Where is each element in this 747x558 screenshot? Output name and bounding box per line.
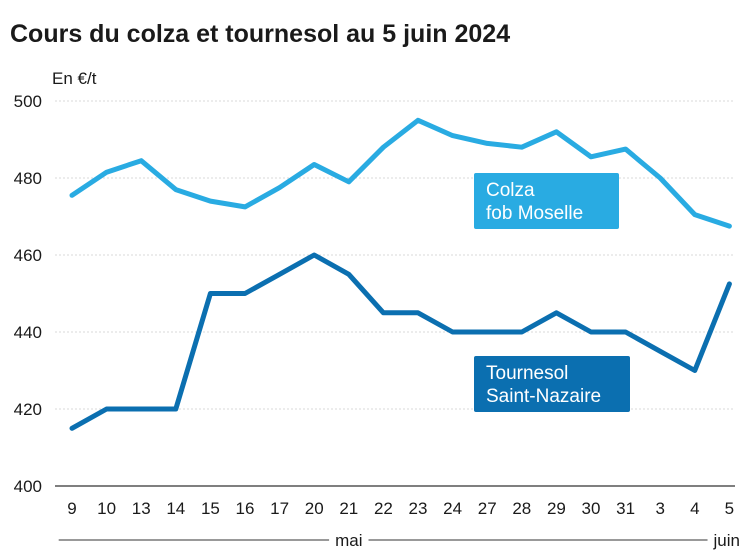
x-tick-label-13-2: 13 bbox=[132, 499, 151, 518]
y-tick-label-480: 480 bbox=[14, 169, 42, 188]
x-tick-label-27-12: 27 bbox=[478, 499, 497, 518]
x-tick-label-30-15: 30 bbox=[582, 499, 601, 518]
series-label-box-0 bbox=[474, 173, 619, 229]
x-tick-label-23-10: 23 bbox=[409, 499, 428, 518]
x-tick-label-9-0: 9 bbox=[67, 499, 76, 518]
x-tick-label-14-3: 14 bbox=[166, 499, 185, 518]
series-label-text-1-1: Saint-Nazaire bbox=[486, 386, 601, 407]
x-tick-label-17-6: 17 bbox=[270, 499, 289, 518]
y-tick-label-500: 500 bbox=[14, 92, 42, 111]
gridlines bbox=[55, 100, 735, 487]
x-tick-label-31-16: 31 bbox=[616, 499, 635, 518]
x-tick-label-20-7: 20 bbox=[305, 499, 324, 518]
x-tick-label-28-13: 28 bbox=[512, 499, 531, 518]
x-tick-label-22-9: 22 bbox=[374, 499, 393, 518]
month-label-juin: juin bbox=[713, 531, 740, 550]
x-tick-label-21-8: 21 bbox=[339, 499, 358, 518]
y-tick-label-420: 420 bbox=[14, 400, 42, 419]
month-label-mai: mai bbox=[335, 531, 362, 550]
x-tick-label-10-1: 10 bbox=[97, 499, 116, 518]
month-labels: mai juin bbox=[58, 531, 740, 550]
x-axis-ticks: 9 10 13 14 15 16 17 20 21 22 23 24 27 28 29 30 31 3 4 5 bbox=[67, 499, 734, 518]
x-tick-label-4-18: 4 bbox=[690, 499, 699, 518]
y-tick-label-440: 440 bbox=[14, 323, 42, 342]
series-line-0 bbox=[69, 117, 732, 229]
series-label-text-1-0: Tournesol bbox=[486, 363, 568, 384]
y-axis-unit-label: En €/t bbox=[52, 69, 97, 88]
y-axis-ticks: 400 420 440 460 480 500 bbox=[14, 92, 42, 496]
series-label-text-0-1: fob Moselle bbox=[486, 203, 583, 224]
series-line-1 bbox=[69, 252, 732, 431]
y-tick-label-460: 460 bbox=[14, 246, 42, 265]
series-lines bbox=[69, 117, 732, 431]
chart-title: Cours du colza et tournesol au 5 juin 20… bbox=[10, 20, 510, 48]
x-tick-label-3-17: 3 bbox=[655, 499, 664, 518]
series-label-text-0-0: Colza bbox=[486, 180, 535, 201]
x-tick-label-16-5: 16 bbox=[236, 499, 255, 518]
x-tick-label-5-19: 5 bbox=[725, 499, 734, 518]
x-tick-label-29-14: 29 bbox=[547, 499, 566, 518]
x-tick-label-15-4: 15 bbox=[201, 499, 220, 518]
series-label-box-1 bbox=[474, 356, 630, 412]
y-tick-label-400: 400 bbox=[14, 477, 42, 496]
x-tick-label-24-11: 24 bbox=[443, 499, 462, 518]
